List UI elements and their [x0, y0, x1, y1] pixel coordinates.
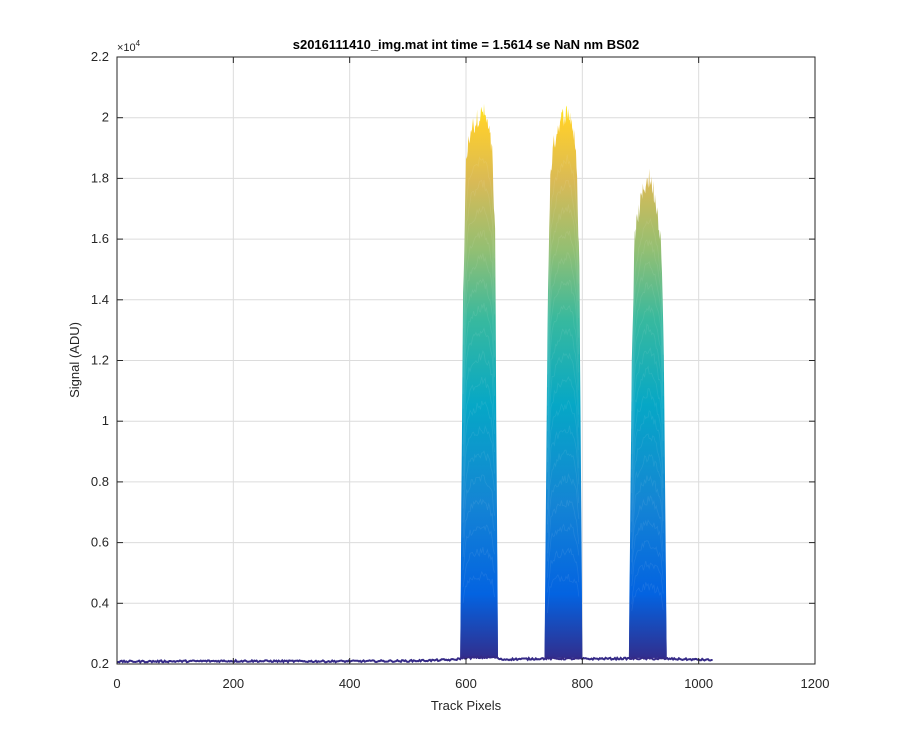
y-tick-label: 2 — [102, 110, 109, 125]
peak-streak — [631, 519, 664, 575]
y-axis-label: Signal (ADU) — [67, 322, 82, 398]
peak-streak — [462, 278, 495, 409]
x-axis-label: Track Pixels — [431, 698, 502, 713]
x-tick-label: 1200 — [801, 676, 830, 691]
peak-streak — [462, 350, 495, 457]
y-tick-label: 1.4 — [91, 292, 109, 307]
y-exponent-label: ×104 — [117, 39, 141, 54]
peak-streak — [547, 352, 580, 473]
peak-streak — [462, 570, 495, 603]
peak-streak — [462, 156, 495, 329]
y-tick-label: 0.2 — [91, 656, 109, 671]
peak-streak — [631, 281, 664, 429]
peak-streak — [631, 495, 664, 563]
peak-streak — [547, 279, 580, 432]
peak-streak — [462, 327, 495, 445]
y-tick-label: 1.2 — [91, 353, 109, 368]
peak-streak — [462, 400, 495, 490]
peak-streak — [547, 375, 580, 490]
peak-streak — [631, 453, 664, 533]
peak-streak — [547, 154, 580, 362]
peak-streak — [462, 547, 495, 588]
peak-streak — [462, 303, 495, 424]
peak-streak — [462, 474, 495, 538]
peak-streak — [462, 179, 495, 345]
peak-streak — [631, 346, 664, 470]
y-exponent-power: 4 — [136, 39, 141, 48]
peak-streak — [631, 410, 664, 511]
peak-streak — [547, 304, 580, 448]
peak-streak — [631, 323, 664, 454]
y-tick-label: 2.2 — [91, 49, 109, 64]
y-tick-label: 1 — [102, 413, 109, 428]
peak-streak — [462, 205, 495, 362]
peak-streak — [631, 540, 664, 587]
peak-streak — [462, 524, 495, 570]
peak-streak — [631, 365, 664, 478]
peak-streak — [631, 433, 664, 522]
peak-streak — [631, 217, 664, 391]
peak-streak — [547, 204, 580, 388]
y-tick-label: 1.6 — [91, 231, 109, 246]
peak-inner-3 — [628, 281, 667, 659]
peak-streak — [462, 450, 495, 523]
peak-streak — [631, 582, 664, 611]
peak-inner-2 — [544, 244, 583, 664]
x-tick-label: 0 — [113, 676, 120, 691]
peak-streak — [462, 377, 495, 477]
peak-streak — [547, 252, 580, 416]
data-layer — [117, 103, 713, 664]
peak-streak — [547, 425, 580, 525]
peak-streak — [547, 472, 580, 554]
peak-streak — [631, 260, 664, 412]
peak-streak — [547, 499, 580, 562]
y-tick-label: 1.8 — [91, 170, 109, 185]
x-tick-label: 200 — [222, 676, 244, 691]
x-tick-label: 800 — [571, 676, 593, 691]
ticks: 0 200 400 600 800 1000 1200 0.2 0.4 0.6 0.8 1 1.2 1.4… — [91, 49, 830, 691]
peak-streak — [547, 523, 580, 578]
peak-inner-1 — [460, 240, 498, 659]
peak-streak — [631, 239, 664, 402]
peak-streak — [547, 230, 580, 406]
x-tick-label: 600 — [455, 676, 477, 691]
y-tick-label: 0.4 — [91, 595, 109, 610]
x-tick-label: 400 — [339, 676, 361, 691]
peak-streak — [631, 475, 664, 549]
y-tick-label: 0.8 — [91, 474, 109, 489]
peak-streak — [462, 424, 495, 509]
peak-streak — [631, 388, 664, 494]
peak-streak — [547, 399, 580, 510]
baseline-trace — [117, 655, 713, 664]
peak-streak — [547, 449, 580, 533]
peak-streak — [631, 560, 664, 605]
peak-streak — [547, 547, 580, 593]
x-tick-label: 1000 — [684, 676, 713, 691]
chart-title: s2016111410_img.mat int time = 1.5614 se… — [293, 37, 640, 52]
peak-streak — [547, 328, 580, 463]
peak-streak — [547, 573, 580, 613]
peak-streak — [462, 498, 495, 557]
peak-streak — [462, 230, 495, 378]
peak-streak — [631, 305, 664, 442]
y-tick-label: 0.6 — [91, 535, 109, 550]
peak-streak — [462, 253, 495, 395]
peak-streak — [547, 180, 580, 375]
